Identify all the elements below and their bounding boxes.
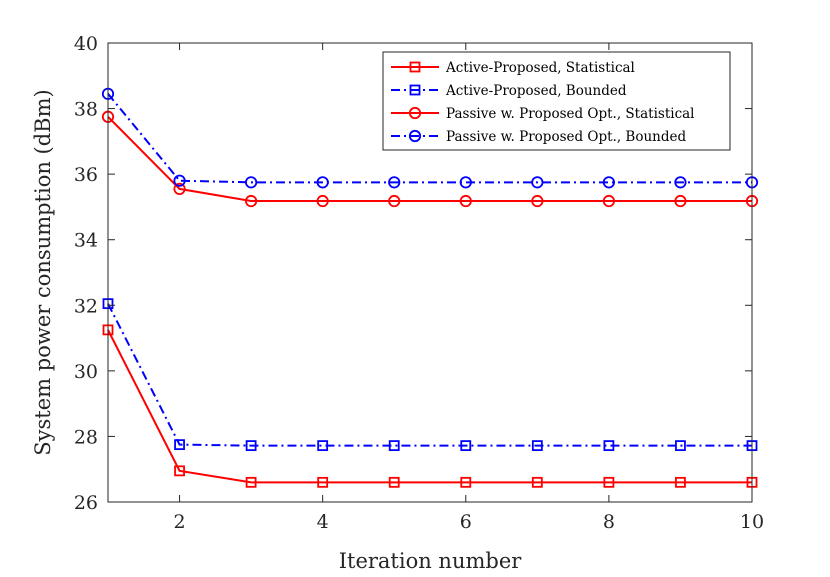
x-tick-label: 10 <box>740 511 764 533</box>
data-point <box>316 176 329 189</box>
data-point <box>174 465 185 477</box>
legend-label: Active-Proposed, Bounded <box>445 83 627 99</box>
data-point <box>531 176 544 189</box>
data-point <box>459 194 472 208</box>
series-line <box>107 93 752 184</box>
series-line <box>107 303 752 447</box>
data-point <box>245 176 258 189</box>
data-point <box>531 440 543 452</box>
data-point <box>674 194 687 208</box>
data-point <box>173 182 186 195</box>
data-point <box>674 176 687 189</box>
data-point <box>675 440 686 452</box>
series-2 <box>102 298 758 452</box>
legend-box <box>382 51 731 151</box>
data-point <box>388 194 401 208</box>
x-tick-label: 8 <box>603 511 615 533</box>
data-point <box>459 176 472 189</box>
data-point <box>174 439 185 451</box>
axes-layer: 2 4 6 8 10 26 28 30 32 34 36 38 40 <box>74 33 764 533</box>
series-layer <box>101 87 759 488</box>
data-point <box>388 440 400 452</box>
plot-area-frame <box>107 42 753 503</box>
data-point <box>245 194 258 208</box>
x-tick-label: 2 <box>174 511 186 533</box>
legend: Active-Proposed, Statistical Active-Propo… <box>382 51 731 151</box>
y-tick-label: 40 <box>74 33 98 55</box>
legend-marker <box>408 129 422 143</box>
y-tick-label: 38 <box>74 99 98 121</box>
series-line <box>107 116 752 203</box>
y-tick-label: 28 <box>74 426 98 448</box>
x-tick-label: 4 <box>317 511 329 533</box>
data-point <box>245 476 257 488</box>
data-point <box>603 440 615 452</box>
y-tick-label: 26 <box>74 492 98 514</box>
legend-marker <box>408 106 422 120</box>
data-point <box>460 440 472 452</box>
data-point <box>388 476 400 488</box>
y-tick-label: 34 <box>74 230 98 252</box>
data-point <box>245 440 257 452</box>
data-point <box>602 176 615 189</box>
data-point <box>316 194 329 208</box>
y-tick-label: 30 <box>74 361 98 383</box>
legend-label: Passive w. Proposed Opt., Bounded <box>446 129 687 145</box>
x-axis-title: Iteration number <box>339 549 523 573</box>
data-point <box>675 476 686 488</box>
legend-item: Passive w. Proposed Opt., Statistical <box>391 106 695 122</box>
series-1 <box>102 324 758 488</box>
data-point <box>531 476 543 488</box>
data-point <box>603 476 615 488</box>
legend-item: Active-Proposed, Bounded <box>391 83 627 99</box>
data-point <box>531 194 544 208</box>
legend-label: Active-Proposed, Statistical <box>445 60 635 76</box>
x-tick-label: 6 <box>460 511 472 533</box>
data-point <box>388 176 401 189</box>
legend-marker <box>409 84 421 96</box>
y-tick-label: 36 <box>74 164 98 186</box>
series-line <box>107 329 752 484</box>
data-point <box>173 174 186 187</box>
data-point <box>317 476 329 488</box>
legend-marker <box>409 61 421 73</box>
legend-item: Active-Proposed, Statistical <box>391 60 635 76</box>
legend-item: Passive w. Proposed Opt., Bounded <box>391 129 687 145</box>
y-tick-label: 32 <box>74 295 98 317</box>
data-point <box>317 440 329 452</box>
data-point <box>460 476 472 488</box>
data-point <box>602 194 615 208</box>
y-axis-title: System power consumption (dBm) <box>31 89 55 455</box>
legend-label: Passive w. Proposed Opt., Statistical <box>446 106 695 122</box>
